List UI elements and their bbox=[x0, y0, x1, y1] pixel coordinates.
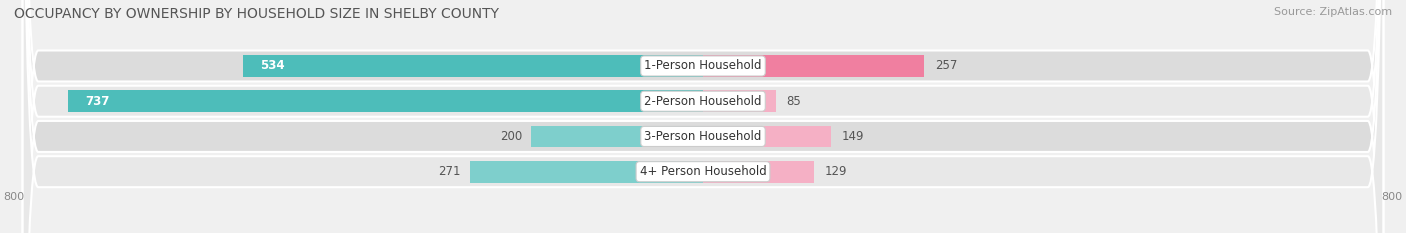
Text: 3-Person Household: 3-Person Household bbox=[644, 130, 762, 143]
Text: 4+ Person Household: 4+ Person Household bbox=[640, 165, 766, 178]
FancyBboxPatch shape bbox=[22, 0, 1384, 233]
Text: 129: 129 bbox=[824, 165, 846, 178]
Text: 271: 271 bbox=[439, 165, 461, 178]
Bar bbox=[470, 161, 703, 183]
Text: 257: 257 bbox=[935, 59, 957, 72]
Bar bbox=[703, 90, 776, 112]
Bar bbox=[703, 55, 924, 77]
FancyBboxPatch shape bbox=[22, 0, 1384, 233]
Bar bbox=[69, 90, 703, 112]
Text: Source: ZipAtlas.com: Source: ZipAtlas.com bbox=[1274, 7, 1392, 17]
Text: 1-Person Household: 1-Person Household bbox=[644, 59, 762, 72]
FancyBboxPatch shape bbox=[22, 0, 1384, 233]
Text: 200: 200 bbox=[501, 130, 522, 143]
Bar bbox=[243, 55, 703, 77]
Text: 149: 149 bbox=[842, 130, 865, 143]
Text: 737: 737 bbox=[86, 95, 110, 108]
Text: 85: 85 bbox=[786, 95, 801, 108]
Text: 2-Person Household: 2-Person Household bbox=[644, 95, 762, 108]
Bar bbox=[531, 126, 703, 147]
Bar bbox=[703, 126, 831, 147]
FancyBboxPatch shape bbox=[22, 0, 1384, 233]
Text: 534: 534 bbox=[260, 59, 285, 72]
Text: OCCUPANCY BY OWNERSHIP BY HOUSEHOLD SIZE IN SHELBY COUNTY: OCCUPANCY BY OWNERSHIP BY HOUSEHOLD SIZE… bbox=[14, 7, 499, 21]
Bar bbox=[703, 161, 814, 183]
